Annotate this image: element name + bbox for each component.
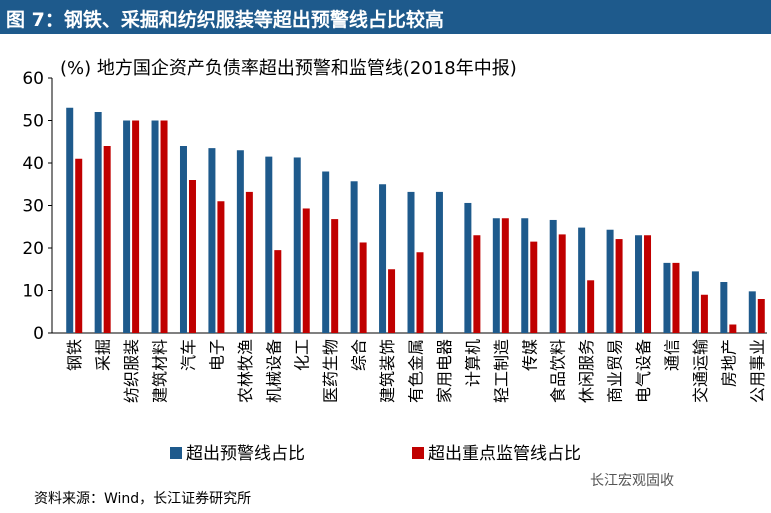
bar-warning <box>578 227 586 333</box>
bar-regulatory <box>302 208 310 333</box>
figure-header: 图 7：钢铁、采掘和纺织服装等超出预警线占比较高 <box>0 0 771 34</box>
x-tick-label: 休闲服务 <box>577 339 596 403</box>
bar-regulatory <box>331 219 339 333</box>
figure-title: 图 7：钢铁、采掘和纺织服装等超出预警线占比较高 <box>6 9 444 31</box>
bar-regulatory <box>672 262 680 333</box>
watermark: 长江宏观固收 <box>590 473 674 489</box>
bar-regulatory <box>274 250 282 333</box>
bar-warning <box>435 191 443 333</box>
x-tick-label: 公用事业 <box>748 339 767 403</box>
x-tick-label: 食品饮料 <box>549 339 568 403</box>
bar-warning <box>236 150 244 333</box>
x-tick-label: 医药生物 <box>321 339 340 403</box>
y-tick-label: 0 <box>33 324 44 344</box>
bar-warning <box>350 181 358 333</box>
y-tick-label: 50 <box>22 112 44 132</box>
x-tick-label: 房地产 <box>719 339 738 387</box>
x-tick-label: 采掘 <box>94 339 113 371</box>
y-tick-label: 60 <box>22 69 44 89</box>
bar-warning <box>407 191 415 333</box>
x-tick-label: 建筑装饰 <box>378 339 397 403</box>
x-tick-label: 商业贸易 <box>606 339 625 403</box>
x-tick-label: 建筑材料 <box>151 339 170 403</box>
bar-regulatory <box>558 234 566 333</box>
bar-warning <box>663 262 671 333</box>
bar-regulatory <box>75 158 83 333</box>
bar-warning <box>265 156 273 333</box>
legend-label: 超出重点监管线占比 <box>428 444 581 464</box>
bar-warning <box>635 235 643 333</box>
bar-warning <box>748 291 756 333</box>
bar-regulatory <box>700 294 708 333</box>
bar-regulatory <box>501 218 509 333</box>
x-tick-label: 机械设备 <box>264 339 283 403</box>
chart-title: (%) 地方国企资产负债率超出预警和监管线(2018年中报) <box>60 58 517 79</box>
bar-regulatory <box>245 191 253 333</box>
bar-warning <box>66 107 74 333</box>
bar-warning <box>379 184 387 333</box>
legend-swatch <box>412 447 424 459</box>
bar-warning <box>208 148 216 333</box>
bar-warning <box>691 271 699 333</box>
x-tick-label: 电气设备 <box>634 339 653 403</box>
y-tick-label: 20 <box>22 239 44 259</box>
bar-warning <box>492 218 500 333</box>
x-tick-label: 电子 <box>207 339 226 371</box>
y-tick-label: 40 <box>22 154 44 174</box>
bar-regulatory <box>615 239 623 333</box>
bar-warning <box>293 157 301 333</box>
bar-warning <box>94 112 102 333</box>
bar-warning <box>606 229 614 333</box>
y-tick-label: 10 <box>22 282 44 302</box>
x-tick-label: 钢铁 <box>65 339 84 371</box>
bar-regulatory <box>530 241 538 333</box>
x-tick-label: 传媒 <box>520 339 539 371</box>
x-tick-label: 交通运输 <box>691 339 710 403</box>
bar-regulatory <box>388 269 396 333</box>
bar-regulatory <box>644 235 652 333</box>
x-tick-label: 汽车 <box>179 339 198 371</box>
bar-chart: (%) 地方国企资产负债率超出预警和监管线(2018年中报) 0 10 20 30 40 5… <box>22 58 767 464</box>
legend-swatch <box>170 447 182 459</box>
bar-regulatory <box>359 242 367 333</box>
x-tick-label: 化工 <box>293 339 312 371</box>
bar-regulatory <box>729 324 737 333</box>
x-tick-label: 综合 <box>350 339 369 371</box>
x-tick-label: 计算机 <box>463 339 482 387</box>
bar-warning <box>521 218 529 333</box>
x-tick-label: 轻工制造 <box>492 339 511 403</box>
bar-warning <box>720 282 728 333</box>
x-tick-label: 有色金属 <box>407 339 426 403</box>
bar-warning <box>322 171 330 333</box>
legend-label: 超出预警线占比 <box>186 444 305 464</box>
x-tick-label: 农林牧渔 <box>236 339 255 403</box>
bar-warning <box>464 202 472 333</box>
bar-regulatory <box>188 180 196 333</box>
bar-regulatory <box>587 280 595 333</box>
x-tick-label: 通信 <box>662 339 681 371</box>
bar-regulatory <box>132 120 140 333</box>
x-tick-label: 家用电器 <box>435 339 454 403</box>
bar-regulatory <box>103 146 111 333</box>
bar-regulatory <box>473 235 481 333</box>
bar-regulatory <box>217 201 225 333</box>
bar-regulatory <box>757 299 765 333</box>
source-note: 资料来源：Wind，长江证券研究所 <box>34 491 252 507</box>
y-tick-label: 30 <box>22 197 44 217</box>
bar-regulatory <box>416 252 424 333</box>
bar-warning <box>151 120 159 333</box>
bar-warning <box>123 120 131 333</box>
bar-warning <box>179 146 187 333</box>
bar-warning <box>549 219 557 333</box>
x-tick-label: 纺织服装 <box>122 339 141 403</box>
bar-regulatory <box>160 120 168 333</box>
